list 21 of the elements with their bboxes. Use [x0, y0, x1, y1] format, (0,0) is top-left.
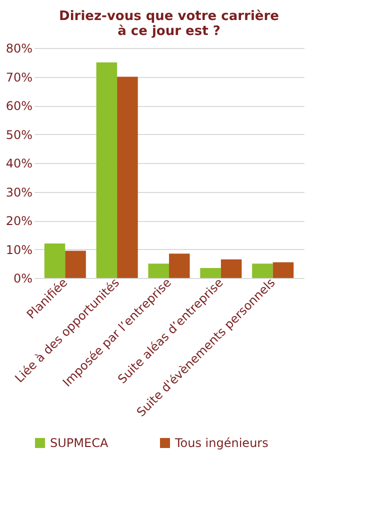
bar [200, 268, 221, 278]
bar [220, 259, 242, 278]
y-tick-label: 70% [6, 70, 32, 84]
y-tick-label: 50% [6, 128, 32, 142]
bar [272, 262, 294, 278]
legend-label: Tous ingénieurs [174, 436, 268, 450]
y-tick-label: 30% [6, 185, 32, 200]
legend-label: SUPMECA [50, 436, 109, 450]
bar [148, 264, 169, 278]
y-tick-label: 10% [6, 242, 32, 257]
bar [252, 264, 273, 278]
bar [169, 254, 190, 278]
bar [44, 244, 66, 278]
bar [65, 250, 86, 278]
chart-title: Diriez-vous que votre carrière à ce jour est ? [59, 9, 280, 39]
bar [96, 62, 118, 278]
bar [117, 76, 138, 278]
y-tick-label: 80% [6, 42, 32, 56]
y-tick-label: 40% [6, 156, 32, 170]
y-tick-label: 20% [6, 214, 32, 228]
y-tick-label: 60% [6, 99, 32, 113]
